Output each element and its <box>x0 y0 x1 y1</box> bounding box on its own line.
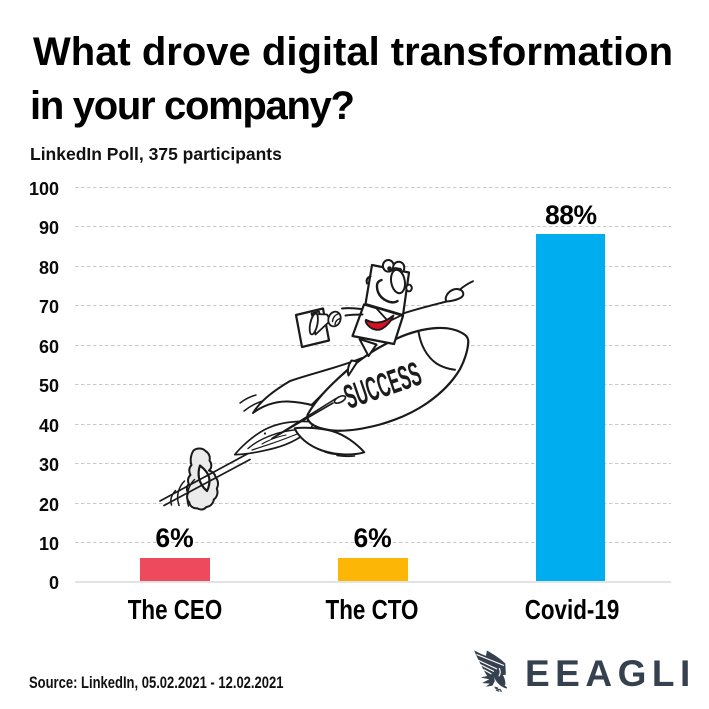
svg-text:EEAGLI: EEAGLI <box>525 653 696 694</box>
